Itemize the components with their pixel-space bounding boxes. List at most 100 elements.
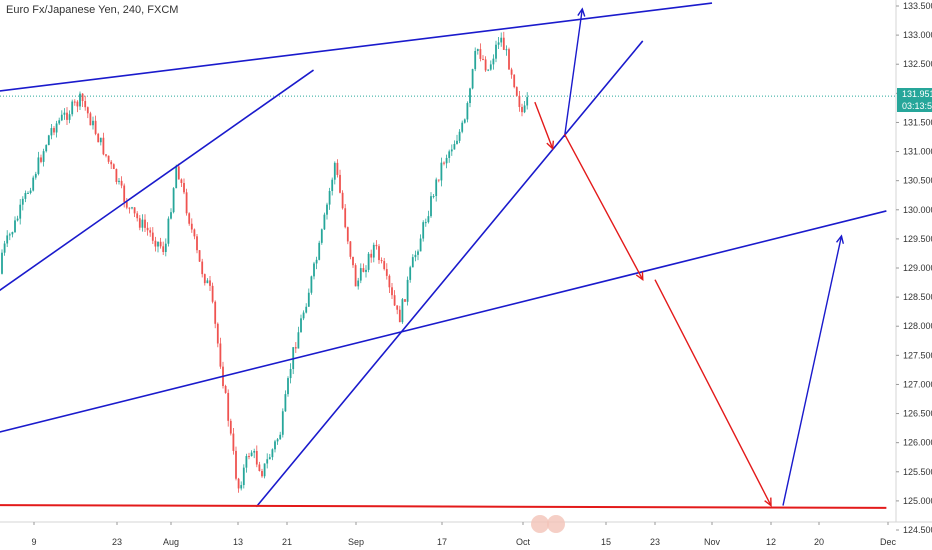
candle-body xyxy=(341,192,344,209)
blue-trend-line xyxy=(255,40,644,508)
candle-body xyxy=(37,157,40,174)
x-tick-label: 15 xyxy=(601,537,611,547)
candle-body xyxy=(313,263,315,277)
candle-body xyxy=(219,343,222,367)
candle-body xyxy=(201,261,204,275)
candle-body xyxy=(209,280,211,286)
candle-body xyxy=(211,285,214,302)
candle-body xyxy=(398,309,401,323)
x-tick-label: 17 xyxy=(437,537,447,547)
candle-body xyxy=(47,135,50,146)
candle-body xyxy=(102,137,105,155)
y-tick-label: 126.500 xyxy=(903,409,932,419)
candle-body xyxy=(138,218,141,228)
candle-body xyxy=(474,50,477,70)
candle-body xyxy=(391,287,393,296)
candle-body xyxy=(271,449,274,458)
last-price-label: 131.951 03:13:58 xyxy=(897,88,932,112)
candle-body xyxy=(68,114,71,120)
candle-body xyxy=(245,456,248,468)
candle-body xyxy=(266,459,269,464)
candle-body xyxy=(162,246,165,253)
candle-body xyxy=(487,69,490,71)
candle-body xyxy=(432,196,435,198)
candle-body xyxy=(328,190,331,205)
candle-body xyxy=(146,227,149,231)
candle-body xyxy=(427,216,430,223)
candle-body xyxy=(287,378,289,395)
candle-body xyxy=(237,478,240,489)
candle-body xyxy=(11,232,14,235)
x-tick-label: 13 xyxy=(233,537,243,547)
candle-body xyxy=(461,122,464,132)
candle-body xyxy=(466,103,469,120)
candle-body xyxy=(357,280,360,287)
candle-body xyxy=(396,305,399,310)
candle-body xyxy=(112,164,115,170)
candle-body xyxy=(492,58,495,65)
candle-body xyxy=(518,95,521,107)
candle-body xyxy=(456,140,458,144)
candle-body xyxy=(378,246,380,261)
y-tick-label: 128.000 xyxy=(903,321,932,331)
candle-body xyxy=(42,151,45,162)
red-arrow-head xyxy=(635,271,644,282)
candle-body xyxy=(71,101,74,115)
candle-body xyxy=(94,120,97,134)
candle-body xyxy=(414,254,417,258)
candle-body xyxy=(318,242,321,260)
candle-body xyxy=(346,227,349,242)
candle-body xyxy=(224,385,227,393)
candle-body xyxy=(393,295,396,306)
candle-body xyxy=(248,456,250,458)
candle-body xyxy=(107,155,110,162)
candle-body xyxy=(105,154,107,156)
candle-body xyxy=(240,485,243,489)
candle-body xyxy=(118,180,120,182)
candle-body xyxy=(157,241,159,247)
candle-body xyxy=(159,241,162,247)
candle-body xyxy=(344,208,347,228)
candle-body xyxy=(170,212,172,219)
candle-body xyxy=(255,450,258,465)
candle-body xyxy=(307,292,310,307)
candle-body xyxy=(151,232,154,241)
candle-body xyxy=(214,301,217,324)
candle-body xyxy=(489,64,492,70)
x-tick-label: Oct xyxy=(516,537,531,547)
candle-body xyxy=(24,193,27,199)
x-tick-label: 20 xyxy=(814,537,824,547)
y-tick-label: 132.500 xyxy=(903,59,932,69)
candle-body xyxy=(253,450,256,453)
candle-body xyxy=(367,253,370,270)
candle-body xyxy=(458,131,461,141)
x-tick-label: Aug xyxy=(163,537,179,547)
tradingview-logo xyxy=(531,515,565,533)
candle-body xyxy=(383,261,386,270)
y-tick-label: 124.500 xyxy=(903,525,932,535)
candle-body xyxy=(281,411,284,435)
candle-body xyxy=(365,269,367,272)
blue-arrow-shaft xyxy=(563,8,583,138)
blue-trend-line xyxy=(0,210,887,433)
candle-body xyxy=(502,37,505,50)
candle-body xyxy=(76,101,79,107)
candle-body xyxy=(495,44,497,59)
candle-body xyxy=(336,162,339,175)
candle-body xyxy=(437,179,440,181)
candle-body xyxy=(315,259,318,264)
candle-body xyxy=(60,114,63,121)
candle-body xyxy=(8,234,11,236)
candle-body xyxy=(79,93,81,107)
candle-body xyxy=(40,157,42,162)
candle-body xyxy=(141,219,144,228)
x-tick-label: 12 xyxy=(766,537,776,547)
candle-body xyxy=(417,251,419,255)
candle-body xyxy=(320,229,323,243)
candle-body xyxy=(375,244,378,247)
candle-body xyxy=(232,433,235,451)
candle-body xyxy=(406,279,409,302)
x-axis: 9 23 Aug 13 21 Sep 17 Oct 15 23 Nov 12 20 Dec xyxy=(0,521,932,547)
candle-body xyxy=(310,276,313,293)
